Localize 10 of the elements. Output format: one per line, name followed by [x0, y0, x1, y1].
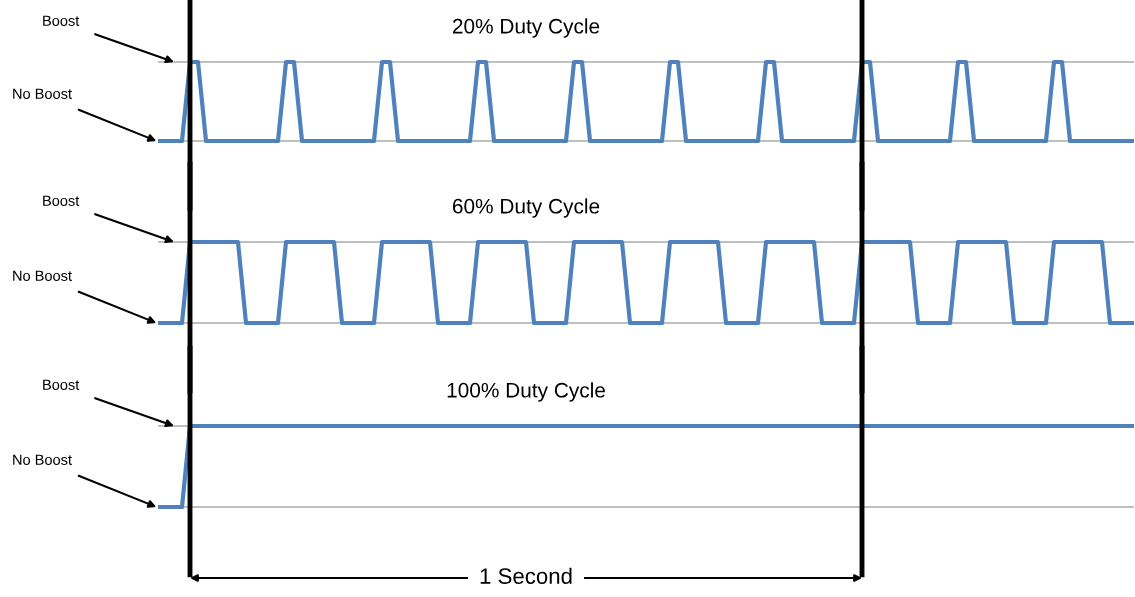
text: Boost	[43, 15, 80, 26]
chart-title: 60% Duty Cycle	[452, 198, 600, 218]
text: No Boost	[13, 454, 72, 465]
text: 1 Second	[480, 567, 572, 584]
chart-title: 100% Duty Cycle	[447, 382, 605, 402]
chart-title: 20% Duty Cycle	[452, 18, 600, 38]
text: No Boost	[13, 88, 72, 99]
text: No Boost	[13, 270, 72, 281]
text: Boost	[43, 195, 80, 206]
text: Boost	[43, 379, 80, 390]
